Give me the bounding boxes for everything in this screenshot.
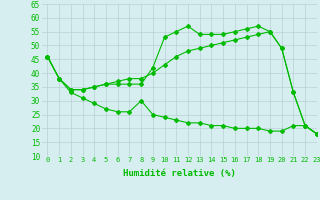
X-axis label: Humidité relative (%): Humidité relative (%) <box>123 169 236 178</box>
